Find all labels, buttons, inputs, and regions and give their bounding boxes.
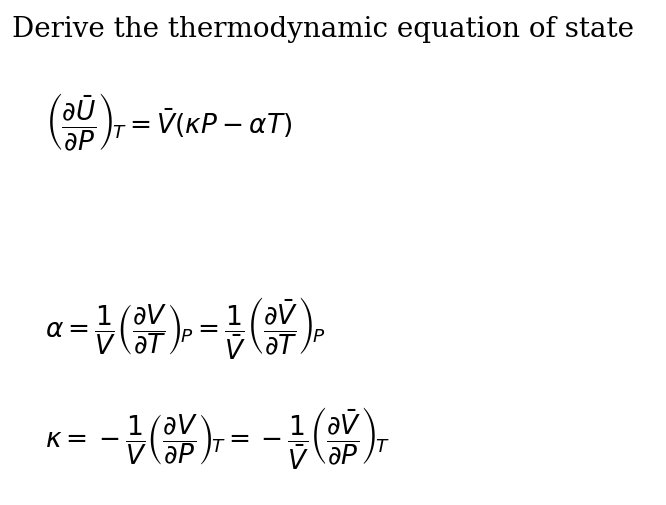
Text: $\alpha = \dfrac{1}{V}\left(\dfrac{\partial V}{\partial T}\right)_{\!P}= \dfrac{: $\alpha = \dfrac{1}{V}\left(\dfrac{\part… bbox=[45, 295, 326, 361]
Text: Derive the thermodynamic equation of state: Derive the thermodynamic equation of sta… bbox=[13, 17, 634, 43]
Text: $\left(\dfrac{\partial\bar{U}}{\partial P}\right)_{\!T}= \bar{V}(\kappa P - \alp: $\left(\dfrac{\partial\bar{U}}{\partial … bbox=[45, 91, 292, 153]
Text: $\kappa = -\dfrac{1}{V}\left(\dfrac{\partial V}{\partial P}\right)_{\!T}= -\dfra: $\kappa = -\dfrac{1}{V}\left(\dfrac{\par… bbox=[45, 405, 390, 472]
